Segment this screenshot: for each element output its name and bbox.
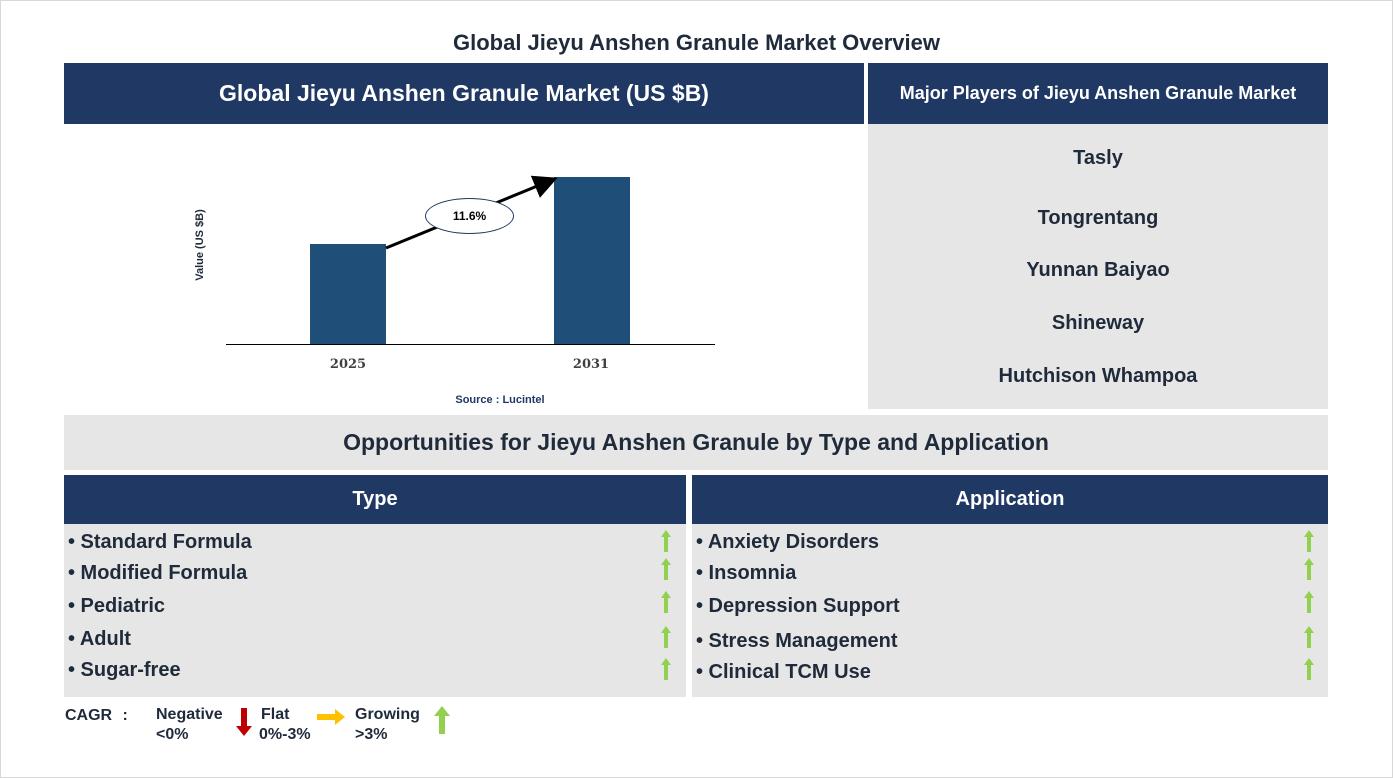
type-item: • Adult bbox=[68, 628, 131, 650]
type-item: • Modified Formula bbox=[68, 562, 248, 584]
growing-arrow-icon bbox=[661, 658, 671, 680]
bar-2031 bbox=[554, 177, 630, 344]
y-axis-label: Value (US $B) bbox=[194, 209, 206, 281]
legend-negative-range: <0% bbox=[156, 726, 189, 743]
application-item: • Stress Management bbox=[696, 630, 898, 652]
legend-label: CAGR : bbox=[65, 707, 128, 724]
application-item: • Anxiety Disorders bbox=[696, 531, 879, 553]
growing-arrow-icon bbox=[661, 530, 671, 552]
growing-arrow-icon bbox=[661, 591, 671, 613]
x-tick-2025: 2025 bbox=[329, 357, 367, 372]
type-item: • Sugar-free bbox=[68, 659, 181, 681]
application-item: • Clinical TCM Use bbox=[696, 661, 871, 683]
growing-arrow-icon bbox=[1304, 626, 1314, 648]
application-column-header: Application bbox=[692, 475, 1328, 524]
type-column-header: Type bbox=[64, 475, 686, 524]
type-list: • Standard Formula • Modified Formula • … bbox=[64, 524, 686, 697]
legend-flat-name: Flat bbox=[261, 706, 290, 723]
player-item: Tongrentang bbox=[1037, 207, 1159, 229]
growing-arrow-icon bbox=[434, 706, 450, 734]
page-title: Global Jieyu Anshen Granule Market Overv… bbox=[452, 30, 941, 55]
legend-flat-range: 0%-3% bbox=[259, 726, 311, 743]
flat-arrow-icon bbox=[317, 709, 345, 725]
legend-negative-name: Negative bbox=[156, 706, 223, 723]
legend-growing-name: Growing bbox=[355, 706, 420, 723]
negative-arrow-icon bbox=[236, 708, 252, 736]
growing-arrow-icon bbox=[661, 626, 671, 648]
player-item: Tasly bbox=[1073, 147, 1123, 169]
cagr-annotation: 11.6% bbox=[425, 198, 514, 234]
x-axis-line bbox=[226, 344, 715, 345]
application-item: • Depression Support bbox=[696, 595, 900, 617]
type-item: • Pediatric bbox=[68, 595, 166, 617]
source-label: Source : Lucintel bbox=[455, 394, 545, 406]
growing-arrow-icon bbox=[1304, 658, 1314, 680]
players-panel-header: Major Players of Jieyu Anshen Granule Ma… bbox=[868, 63, 1328, 124]
opportunities-title: Opportunities for Jieyu Anshen Granule b… bbox=[64, 415, 1328, 470]
application-item: • Insomnia bbox=[696, 562, 797, 584]
growing-arrow-icon bbox=[1304, 558, 1314, 580]
x-tick-2031: 2031 bbox=[572, 357, 610, 372]
growing-arrow-icon bbox=[661, 558, 671, 580]
application-list: • Anxiety Disorders • Insomnia • Depress… bbox=[692, 524, 1328, 697]
type-item: • Standard Formula bbox=[68, 531, 252, 553]
chart-panel-header: Global Jieyu Anshen Granule Market (US $… bbox=[64, 63, 864, 124]
player-item: Shineway bbox=[1051, 312, 1145, 334]
players-list: Tasly Tongrentang Yunnan Baiyao Shineway… bbox=[868, 124, 1328, 409]
legend-growing-range: >3% bbox=[355, 726, 388, 743]
player-item: Hutchison Whampoa bbox=[998, 365, 1198, 387]
player-item: Yunnan Baiyao bbox=[1026, 259, 1170, 281]
growing-arrow-icon bbox=[1304, 530, 1314, 552]
bar-2025 bbox=[310, 244, 386, 344]
growing-arrow-icon bbox=[1304, 591, 1314, 613]
